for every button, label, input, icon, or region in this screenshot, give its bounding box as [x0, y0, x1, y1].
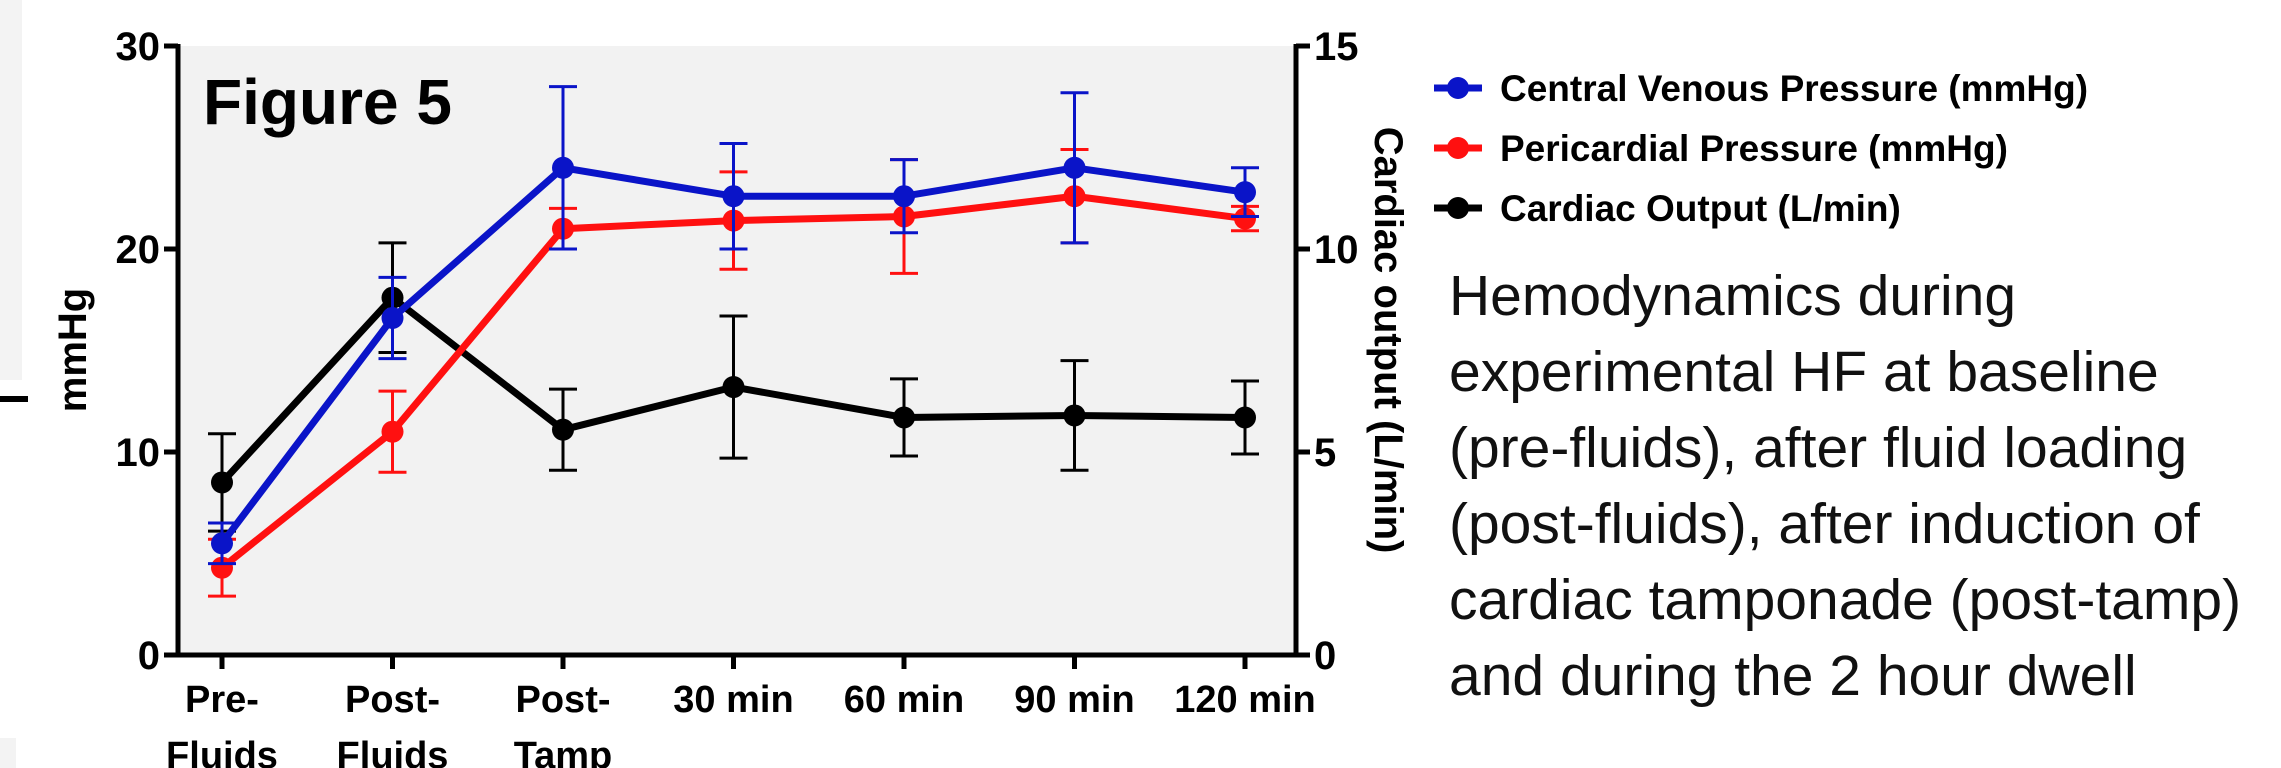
y-tick-label-left: 30 [116, 25, 161, 69]
figure-caption: Hemodynamics during experimental HF at b… [1449, 258, 2275, 714]
x-tick-label: Post-Fluids [337, 679, 449, 768]
data-point [723, 376, 745, 398]
data-point [552, 419, 574, 441]
legend-swatch-marker [1447, 137, 1469, 159]
x-tick-label: 30 min [673, 679, 793, 721]
x-tick-label: Post-Tamp [514, 679, 613, 768]
y-tick-label-left: 0 [138, 634, 160, 678]
data-point [382, 307, 404, 329]
data-point [723, 185, 745, 207]
data-point [382, 421, 404, 443]
data-point [893, 406, 915, 428]
legend-swatch-marker [1447, 77, 1469, 99]
y-axis-title-left: mmHg [51, 288, 95, 412]
data-point [211, 471, 233, 493]
y-tick-label-right: 5 [1314, 431, 1336, 475]
y-tick-label-right: 10 [1314, 228, 1359, 272]
y-axis-title-right: Cardiac output (L/min) [1366, 127, 1410, 554]
x-tick-label: 120 min [1174, 679, 1316, 721]
data-point [1064, 157, 1086, 179]
data-point [1234, 406, 1256, 428]
legend-swatch-marker [1447, 197, 1469, 219]
data-point [552, 157, 574, 179]
y-tick-label-right: 0 [1314, 634, 1336, 678]
y-tick-label-right: 15 [1314, 25, 1359, 69]
chart-title: Figure 5 [203, 66, 452, 138]
x-tick-label: Pre-Fluids [166, 679, 278, 768]
x-tick-label: 60 min [844, 679, 964, 721]
x-tick-label: 90 min [1014, 679, 1134, 721]
data-point [1234, 181, 1256, 203]
data-point [893, 185, 915, 207]
data-point [211, 532, 233, 554]
legend-label: Central Venous Pressure (mmHg) [1500, 68, 2088, 109]
legend-label: Cardiac Output (L/min) [1500, 188, 1901, 229]
data-point [1064, 404, 1086, 426]
y-tick-label-left: 10 [116, 431, 161, 475]
legend-label: Pericardial Pressure (mmHg) [1500, 128, 2008, 169]
y-tick-label-left: 20 [116, 228, 161, 272]
